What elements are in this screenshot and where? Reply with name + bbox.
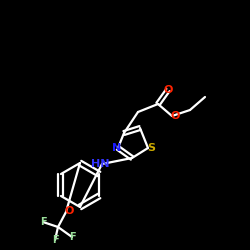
Text: F: F — [52, 235, 58, 245]
Text: F: F — [40, 217, 46, 227]
Text: O: O — [163, 85, 173, 95]
Text: F: F — [69, 232, 75, 242]
Text: S: S — [147, 143, 155, 153]
Text: N: N — [112, 143, 122, 153]
Text: O: O — [170, 111, 180, 121]
Text: HN: HN — [91, 159, 109, 169]
Text: O: O — [64, 206, 74, 216]
